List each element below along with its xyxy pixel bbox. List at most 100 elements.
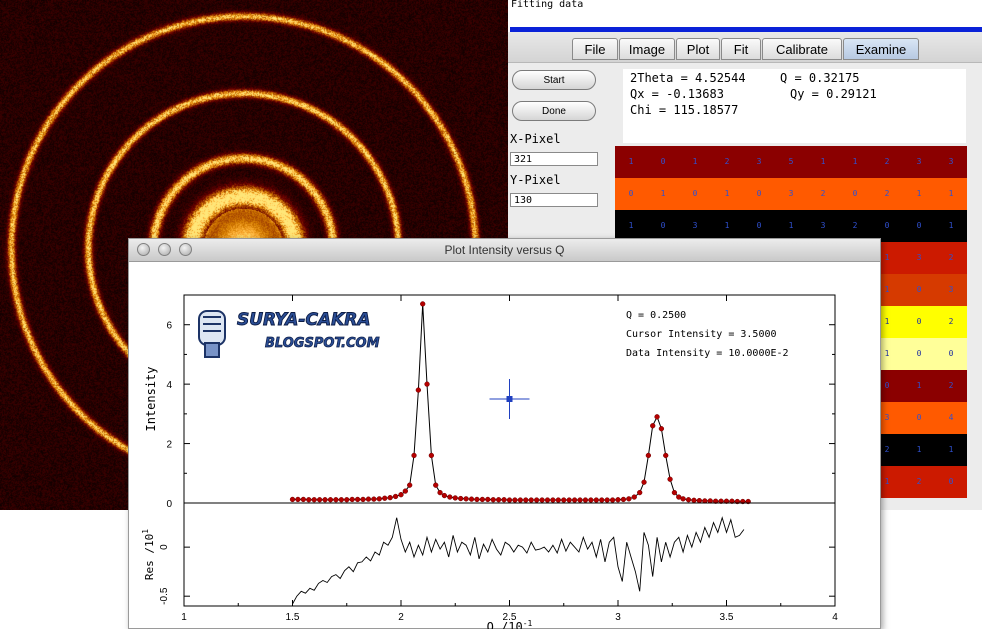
data-point: [376, 496, 382, 502]
residual-plot-frame: [183, 502, 836, 607]
data-point: [685, 497, 692, 503]
pixel-cell: 0: [679, 178, 711, 210]
data-point: [447, 494, 453, 500]
data-point: [615, 497, 621, 503]
data-point: [496, 497, 502, 503]
intensity-plot[interactable]: 0 2 4 6 Intensity -0.5 0 1 1.5 2 2.5 3 3.5 4 Res /101…: [129, 261, 880, 629]
pixel-cell: 0: [935, 338, 967, 370]
data-point: [528, 497, 534, 503]
pixel-cell: 0: [903, 402, 935, 434]
data-point: [654, 414, 660, 420]
x-pixel-field[interactable]: 321: [510, 152, 598, 166]
data-point: [327, 497, 334, 503]
tab-calibrate[interactable]: Calibrate: [762, 38, 842, 60]
data-point: [626, 496, 632, 502]
crosshair-cursor[interactable]: [489, 379, 530, 419]
data-point: [555, 497, 561, 503]
pixel-cell: 1: [679, 146, 711, 178]
plot-titlebar: Plot Intensity versus Q: [129, 239, 880, 262]
pixel-cell: 1: [711, 210, 743, 242]
pixel-cell: 1: [647, 178, 679, 210]
zoom-window-button[interactable]: [179, 243, 192, 256]
data-point: [295, 496, 301, 503]
data-point: [300, 496, 307, 503]
pixel-cell: 1: [775, 210, 807, 242]
data-point: [402, 488, 408, 494]
surya-cakra-logo: SURYA-CAKRA BLOGSPOT.COM: [198, 310, 380, 358]
data-point: [289, 496, 296, 503]
data-point: [479, 496, 486, 503]
x-tick-label: 1: [181, 612, 187, 623]
y-tick-label: 4: [166, 380, 172, 391]
pixel-cell: 2: [903, 466, 935, 498]
pixel-cell: 2: [839, 210, 871, 242]
pixel-cell: 0: [743, 210, 775, 242]
data-point: [667, 476, 673, 482]
data-point: [680, 496, 686, 502]
pixel-cell: 1: [903, 370, 935, 402]
tab-fit[interactable]: Fit: [721, 38, 761, 60]
data-point: [641, 479, 647, 485]
y-pixel-field[interactable]: 130: [510, 193, 598, 207]
data-point: [311, 497, 317, 503]
y-tick-label: 6: [166, 321, 172, 332]
data-point: [420, 301, 426, 307]
data-point: [398, 492, 404, 498]
data-point: [620, 496, 627, 503]
start-button[interactable]: Start: [512, 70, 596, 90]
data-point: [452, 495, 458, 501]
pixel-cell: 3: [679, 210, 711, 242]
pixel-cell: 2: [935, 306, 967, 338]
q-annotation: Q = 0.2500: [626, 310, 687, 321]
x-tick-label: 3.5: [720, 612, 734, 623]
residual-axis-label: Res /101: [141, 529, 156, 580]
pixel-cell: 2: [935, 242, 967, 274]
data-point: [588, 497, 594, 503]
data-point: [550, 497, 556, 503]
data-point: [718, 498, 724, 504]
pixel-cell: 3: [903, 242, 935, 274]
pixel-cell: 2: [935, 370, 967, 402]
tab-file[interactable]: File: [572, 38, 618, 60]
x-tick-label: 1.5: [286, 612, 300, 623]
data-point: [539, 497, 545, 503]
data-point: [354, 496, 361, 503]
pixel-cell: 1: [615, 210, 647, 242]
data-point: [658, 426, 665, 432]
pixel-cell: 0: [935, 466, 967, 498]
data-point: [599, 497, 605, 503]
data-point: [577, 497, 583, 503]
data-point: [544, 497, 551, 503]
pixel-cell: 1: [615, 146, 647, 178]
done-button[interactable]: Done: [512, 101, 596, 121]
pixel-cell: 1: [935, 434, 967, 466]
data-point: [485, 496, 491, 503]
data-point: [344, 497, 350, 503]
tab-examine[interactable]: Examine: [843, 38, 919, 60]
data-point: [371, 496, 377, 502]
x-tick-label: 4: [832, 612, 838, 623]
tab-plot[interactable]: Plot: [676, 38, 720, 60]
progress-bar: [510, 27, 982, 32]
q-value: Q = 0.32175: [780, 71, 860, 85]
pixel-cell: 4: [935, 402, 967, 434]
data-point: [365, 496, 372, 502]
data-point: [517, 497, 524, 503]
qx-value: Qx = -0.13683: [630, 87, 724, 101]
tab-image[interactable]: Image: [619, 38, 675, 60]
close-window-button[interactable]: [137, 243, 150, 256]
minimize-window-button[interactable]: [158, 243, 171, 256]
pixel-cell: 3: [743, 146, 775, 178]
data-point: [349, 496, 355, 503]
pixel-cell: 3: [903, 146, 935, 178]
data-intensity-annotation: Data Intensity = 10.0000E-2: [626, 348, 789, 359]
data-point: [631, 494, 637, 500]
y-tick-label: 0: [166, 499, 172, 510]
pixel-cell: 0: [903, 306, 935, 338]
data-point: [676, 494, 682, 500]
y-tick-label: 2: [166, 440, 172, 451]
intensity-axis-label: Intensity: [144, 366, 158, 431]
data-point: [723, 498, 730, 504]
data-point: [713, 498, 719, 504]
pixel-cell: 0: [903, 210, 935, 242]
